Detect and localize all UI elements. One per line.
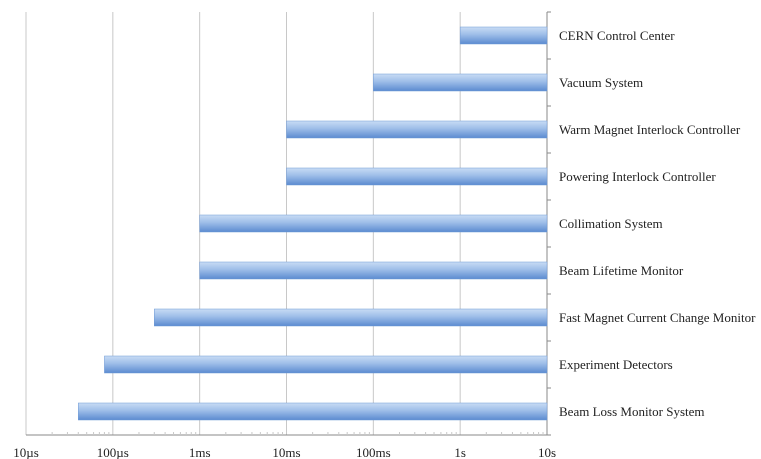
x-tick-label: 100ms	[356, 445, 391, 459]
bars	[78, 26, 548, 421]
x-tick-label: 10s	[538, 445, 556, 459]
bar	[78, 402, 548, 421]
bar	[286, 120, 548, 139]
x-tick-label: 10ms	[272, 445, 300, 459]
category-label: Collimation System	[559, 216, 663, 231]
x-tick-label: 1s	[454, 445, 466, 459]
bar	[199, 261, 548, 280]
category-labels: CERN Control Center Vacuum System Warm Mag…	[559, 28, 756, 419]
bar	[373, 73, 548, 92]
bar	[459, 26, 548, 45]
x-tick-label: 100µs	[97, 445, 129, 459]
bar	[154, 308, 548, 327]
category-label: Beam Lifetime Monitor	[559, 263, 684, 278]
category-label: CERN Control Center	[559, 28, 675, 43]
category-label: Vacuum System	[559, 75, 643, 90]
bar	[104, 355, 548, 374]
x-tick-label: 1ms	[189, 445, 211, 459]
category-label: Powering Interlock Controller	[559, 169, 716, 184]
bar	[286, 167, 548, 186]
x-axis: 10µs 100µs 1ms 10ms 100ms 1s 10s	[13, 11, 556, 459]
category-label: Beam Loss Monitor System	[559, 404, 705, 419]
x-tick-label: 10µs	[13, 445, 39, 459]
category-label: Warm Magnet Interlock Controller	[559, 122, 741, 137]
category-label: Experiment Detectors	[559, 357, 673, 372]
bar	[199, 214, 548, 233]
category-label: Fast Magnet Current Change Monitor	[559, 310, 756, 325]
